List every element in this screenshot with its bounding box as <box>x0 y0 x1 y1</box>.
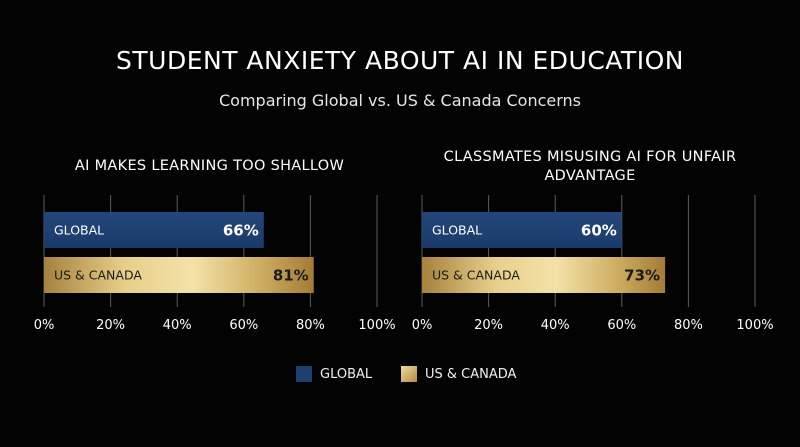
left-bar-value-label: 66% <box>223 222 259 240</box>
right-tick-label: 100% <box>736 318 773 333</box>
left-tick-label: 80% <box>296 318 325 333</box>
left-tick-label: 60% <box>229 318 258 333</box>
legend: GLOBAL US & CANADA <box>0 366 800 386</box>
chart-title: STUDENT ANXIETY ABOUT AI IN EDUCATION <box>116 46 684 75</box>
legend-item-global: GLOBAL <box>296 366 372 382</box>
left-bar-us-canada <box>44 257 314 293</box>
left-panel-title: AI MAKES LEARNING TOO SHALLOW <box>74 158 345 174</box>
right-bar-us-canada <box>422 257 666 293</box>
right-bar-category-label: GLOBAL <box>432 223 482 238</box>
right-bar-category-label: US & CANADA <box>432 268 520 283</box>
right-panel-title: CLASSMATES MISUSING AI FOR UNFAIR ADVANT… <box>443 149 737 184</box>
left-bar-category-label: US & CANADA <box>54 268 142 283</box>
legend-swatch-us-canada <box>401 366 417 382</box>
legend-swatch-global <box>296 366 312 382</box>
right-tick-label: 80% <box>674 318 703 333</box>
right-bar-global <box>422 212 622 248</box>
left-bar-category-label: GLOBAL <box>54 223 104 238</box>
right-bar-value-label: 60% <box>581 222 617 240</box>
legend-item-us-canada: US & CANADA <box>401 366 516 382</box>
left-tick-label: 20% <box>96 318 125 333</box>
right-tick-label: 20% <box>474 318 503 333</box>
right-tick-label: 40% <box>541 318 570 333</box>
left-tick-label: 40% <box>163 318 192 333</box>
left-bar-value-label: 81% <box>273 267 309 285</box>
left-tick-label: 100% <box>358 318 395 333</box>
legend-label-us-canada: US & CANADA <box>425 366 517 382</box>
left-tick-label: 0% <box>34 318 55 333</box>
right-tick-label: 0% <box>412 318 433 333</box>
legend-label-global: GLOBAL <box>320 366 373 382</box>
right-bar-value-label: 73% <box>624 267 660 285</box>
left-bar-global <box>44 212 264 248</box>
right-tick-label: 60% <box>607 318 636 333</box>
chart-subtitle: Comparing Global vs. US & Canada Concern… <box>218 91 581 110</box>
